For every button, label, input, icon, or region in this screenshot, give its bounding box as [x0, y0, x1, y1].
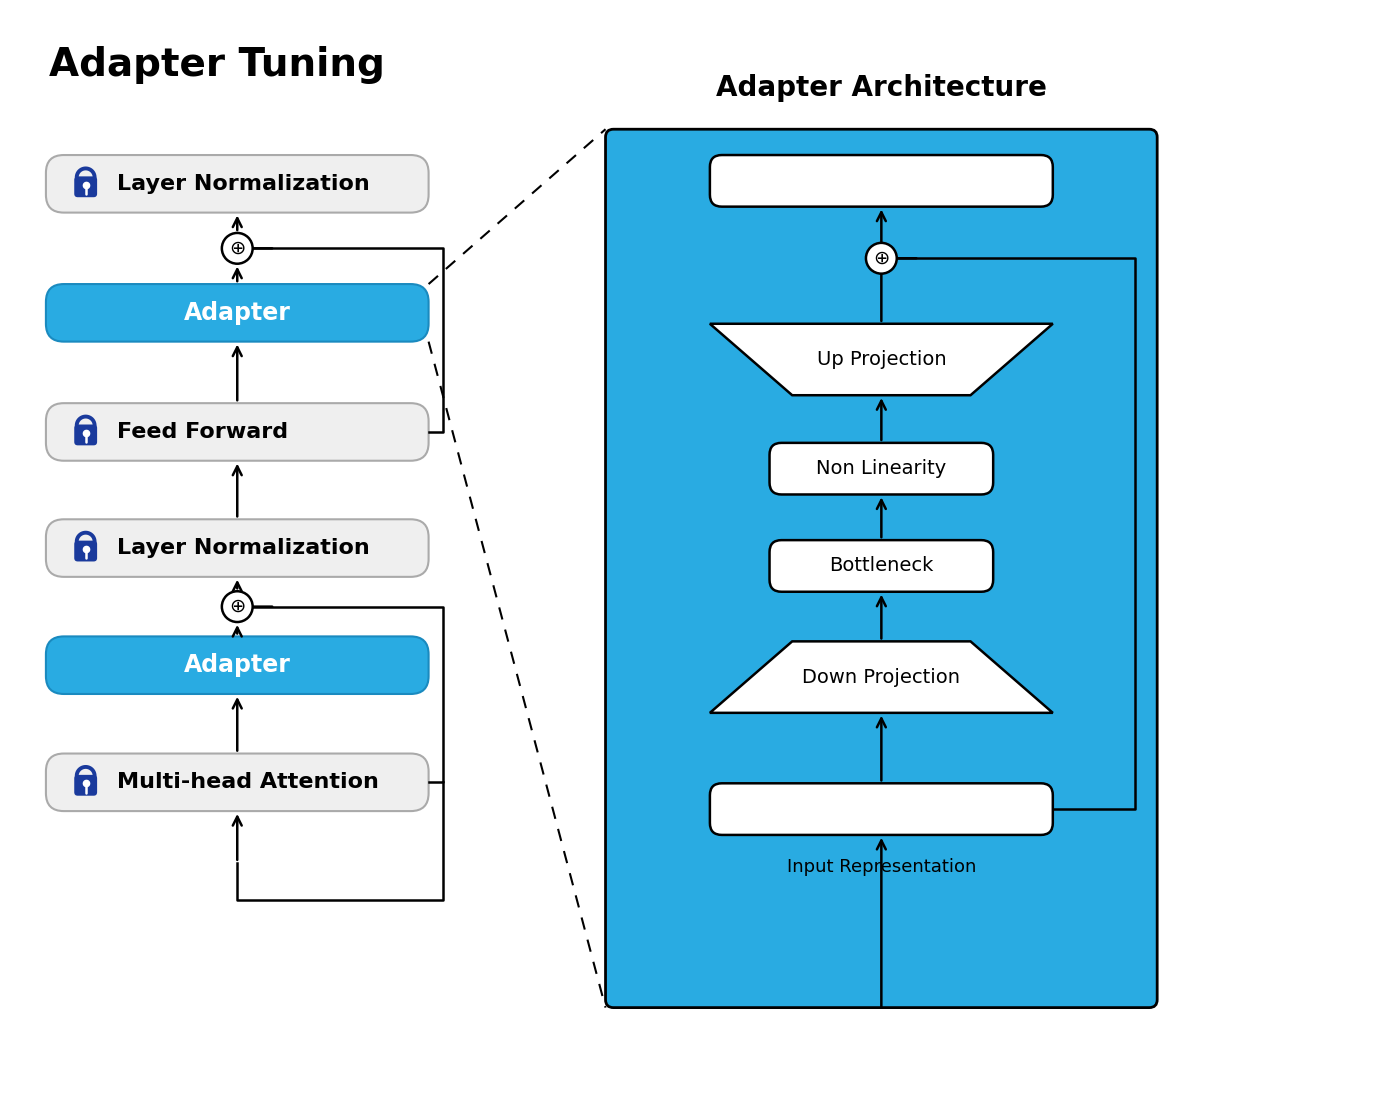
- FancyBboxPatch shape: [46, 519, 429, 577]
- FancyBboxPatch shape: [75, 424, 97, 445]
- FancyBboxPatch shape: [46, 403, 429, 461]
- Text: Feed Forward: Feed Forward: [118, 422, 289, 442]
- FancyBboxPatch shape: [710, 155, 1053, 206]
- Polygon shape: [710, 642, 1053, 713]
- FancyBboxPatch shape: [710, 783, 1053, 835]
- Text: ⊕: ⊕: [230, 597, 245, 616]
- FancyBboxPatch shape: [75, 176, 97, 198]
- Text: Adapter: Adapter: [184, 301, 291, 325]
- Text: ⊕: ⊕: [873, 248, 890, 267]
- Text: Layer Normalization: Layer Normalization: [118, 174, 371, 194]
- Text: ⊕: ⊕: [230, 239, 245, 258]
- Text: Down Projection: Down Projection: [803, 667, 960, 686]
- Circle shape: [221, 591, 253, 622]
- Text: Non Linearity: Non Linearity: [817, 459, 947, 478]
- FancyBboxPatch shape: [75, 540, 97, 561]
- FancyBboxPatch shape: [770, 540, 994, 591]
- FancyBboxPatch shape: [46, 285, 429, 341]
- Text: Multi-head Attention: Multi-head Attention: [118, 772, 379, 792]
- Text: Layer Normalization: Layer Normalization: [118, 538, 371, 558]
- Text: Bottleneck: Bottleneck: [829, 557, 934, 576]
- FancyBboxPatch shape: [770, 443, 994, 494]
- FancyBboxPatch shape: [46, 155, 429, 213]
- FancyBboxPatch shape: [46, 636, 429, 694]
- Circle shape: [866, 243, 897, 273]
- Circle shape: [221, 233, 253, 263]
- Text: Adapter: Adapter: [184, 653, 291, 677]
- Text: Adapter Architecture: Adapter Architecture: [716, 74, 1046, 102]
- FancyBboxPatch shape: [75, 775, 97, 796]
- Text: Input Representation: Input Representation: [786, 858, 976, 876]
- FancyBboxPatch shape: [46, 753, 429, 811]
- Polygon shape: [710, 324, 1053, 395]
- FancyBboxPatch shape: [606, 129, 1157, 1008]
- Text: Adapter Tuning: Adapter Tuning: [48, 46, 385, 84]
- Text: Up Projection: Up Projection: [817, 350, 947, 369]
